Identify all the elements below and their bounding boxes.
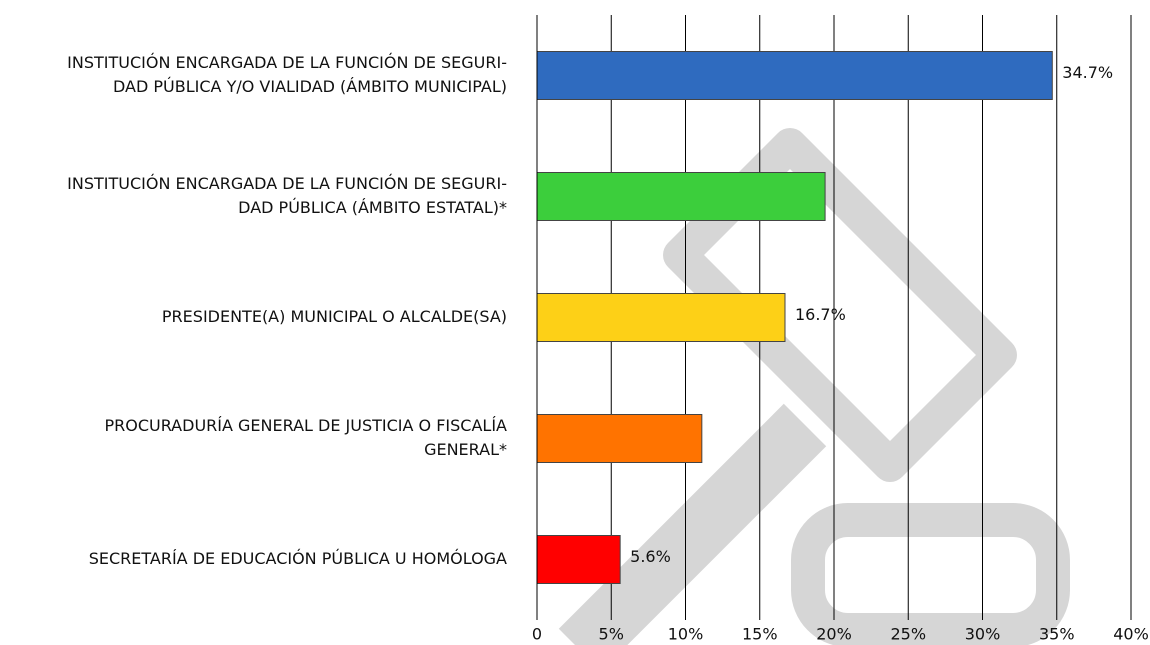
data-label: 5.6%	[630, 547, 671, 566]
x-tick-label: 0	[532, 625, 542, 644]
x-tick-label: 15%	[742, 625, 778, 644]
bar	[537, 536, 620, 584]
chart: 0 5% 10% 15% 20% 25% 30% 35% 40% INSTITUCIÓN ENCA…	[0, 0, 1150, 645]
bar	[537, 173, 825, 221]
y-tick-label: DAD PÚBLICA Y/O VIALIDAD (ÁMBITO MUNICIP…	[113, 77, 507, 96]
x-tick-label: 5%	[599, 625, 624, 644]
bar	[537, 294, 785, 342]
y-tick-label: SECRETARÍA DE EDUCACIÓN PÚBLICA U HOMÓLO…	[89, 549, 507, 568]
bar	[537, 415, 702, 463]
x-tick-label: 30%	[965, 625, 1001, 644]
y-tick-label: GENERAL*	[424, 440, 507, 459]
x-tick-label: 20%	[816, 625, 852, 644]
x-tick-label: 35%	[1039, 625, 1075, 644]
x-tick-label: 40%	[1113, 625, 1149, 644]
y-tick-label: INSTITUCIÓN ENCARGADA DE LA FUNCIÓN DE S…	[67, 174, 507, 193]
y-tick-label: DAD PÚBLICA (ÁMBITO ESTATAL)*	[238, 198, 507, 217]
y-tick-label: INSTITUCIÓN ENCARGADA DE LA FUNCIÓN DE S…	[67, 53, 507, 72]
y-tick-label: PRESIDENTE(A) MUNICIPAL O ALCALDE(SA)	[162, 307, 507, 326]
data-label: 34.7%	[1062, 63, 1113, 82]
data-label: 16.7%	[795, 305, 846, 324]
x-tick-label: 25%	[890, 625, 926, 644]
y-tick-label: PROCURADURÍA GENERAL DE JUSTICIA O FISCA…	[104, 416, 507, 435]
bar	[537, 52, 1052, 100]
x-tick-label: 10%	[668, 625, 704, 644]
